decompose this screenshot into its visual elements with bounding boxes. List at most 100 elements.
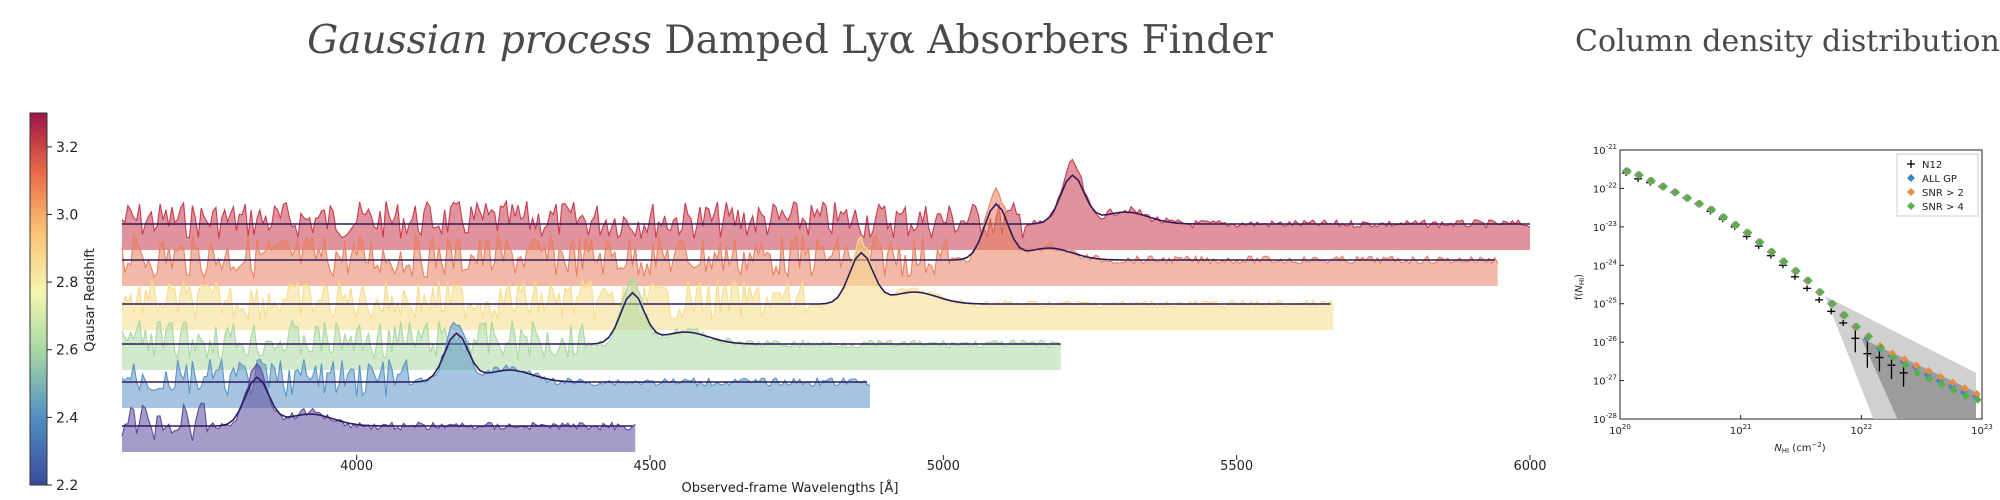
colorbar-tick-label: 3.0 (56, 207, 78, 223)
cdd-x-tick-label: 1020 (1609, 423, 1631, 437)
spectrum-5 (121, 362, 636, 452)
colorbar-tick-label: 2.8 (56, 275, 78, 291)
side-title: Column density distribution (1575, 24, 2000, 59)
spectra-x-label: Observed-frame Wavelengths [Å] (682, 480, 899, 496)
cdd-point (1792, 267, 1801, 276)
cdd-point (1708, 205, 1717, 214)
spectrum-fill (122, 236, 1334, 330)
cdd-point (1635, 170, 1644, 179)
spectrum-model (122, 174, 1530, 225)
spectrum-fill (122, 159, 1530, 250)
legend-label: ALL GP (1922, 174, 1957, 185)
colorbar-tick-label: 2.6 (56, 343, 78, 359)
legend-label: SNR > 4 (1922, 202, 1964, 213)
spectrum-fill (122, 277, 1061, 370)
cdd-point (1696, 199, 1705, 208)
spectrum-1 (121, 186, 1499, 286)
cdd-point (1949, 386, 1958, 395)
spectrum-fill (122, 187, 1498, 286)
cdd-band-inner (1861, 338, 1976, 419)
cdd-y-tick-label: 10-22 (1593, 181, 1617, 195)
spectrum-flux (121, 186, 1499, 279)
legend-marker (1907, 202, 1915, 210)
cdd-point (1936, 372, 1945, 381)
title-rest: Damped Lyα Absorbers Finder (651, 18, 1273, 63)
cdd-point (1732, 220, 1741, 229)
cdd-point (1912, 361, 1921, 370)
cdd-y-tick-label: 10-26 (1593, 335, 1618, 349)
cdd-point (1672, 188, 1680, 197)
x-tick-label: 5000 (927, 459, 960, 474)
cdd-y-tick-label: 10-27 (1593, 374, 1617, 388)
title-italic: Gaussian process (307, 18, 652, 63)
spectrum-flux (121, 158, 1531, 240)
spectrum-model (122, 332, 868, 383)
x-tick-label: 4500 (633, 459, 666, 474)
spectrum-model (122, 202, 1495, 261)
spectrum-flux (121, 321, 871, 397)
legend-marker (1907, 188, 1915, 196)
cdd-y-label: f(NHI) (1574, 274, 1586, 300)
cdd-point (1720, 213, 1729, 222)
spectrum-3 (121, 276, 1062, 370)
cdd-x-label: NHI (cm−2) (1774, 441, 1825, 455)
spectrum-4 (121, 321, 871, 408)
spectra-plot (121, 158, 1531, 452)
spectra-x-axis: Observed-frame Wavelengths [Å] 4000 4500 5… (340, 455, 1547, 496)
cdd-point (1937, 380, 1946, 389)
cdd-point (1913, 368, 1922, 377)
cdd-point (1972, 390, 1981, 399)
cdd-point (1659, 182, 1668, 191)
x-tick-label: 4000 (340, 459, 373, 474)
cdd-x-tick-label: 1022 (1851, 423, 1873, 437)
cdd-point (1960, 384, 1969, 393)
colorbar-tick-label: 2.4 (56, 410, 78, 426)
cdd-y-tick-label: 10-21 (1593, 143, 1617, 157)
legend-label: N12 (1922, 160, 1942, 171)
spectrum-model (122, 291, 1061, 345)
x-tick-label: 5500 (1220, 459, 1253, 474)
cdd-x-tick-label: 1023 (1971, 423, 1993, 437)
cdd-point (1961, 391, 1970, 400)
legend-marker (1907, 174, 1915, 182)
cdd-y-tick-label: 10-28 (1593, 412, 1617, 426)
cdd-point (1684, 194, 1693, 203)
cdd-point (1744, 228, 1753, 237)
cdd-point (1889, 353, 1898, 362)
cdd-y-tick-label: 10-25 (1593, 297, 1617, 311)
cdd-frame (1619, 149, 1983, 420)
spectrum-0 (121, 158, 1531, 250)
spectrum-model (122, 251, 1331, 305)
cdd-point (1948, 378, 1957, 387)
spectrum-fill (122, 322, 870, 408)
cdd-point (1865, 332, 1874, 341)
cdd-point (1853, 322, 1861, 331)
spectrum-2 (121, 235, 1334, 330)
cdd-point (1877, 343, 1886, 352)
legend-label: SNR > 2 (1922, 188, 1964, 199)
cdd-legend: N12 ALL GP SNR > 2 SNR > 4 (1896, 153, 1979, 217)
cdd-point (1768, 247, 1777, 256)
main-title: Gaussian process Damped Lyα Absorbers Fi… (0, 18, 1580, 63)
colorbar: Qausar Redshift 2.2 2.4 2.6 2.8 3.0 3.2 (29, 112, 98, 494)
cdd-point (1780, 257, 1789, 266)
cdd-point (1973, 395, 1982, 404)
cdd-plot: f(NHI) NHI (cm−2) N12 ALL GP SNR > 2 SNR > … (1574, 143, 1993, 455)
cdd-point (1816, 288, 1825, 297)
cdd-point (1900, 355, 1909, 364)
cdd-series-3 (1623, 167, 1982, 404)
cdd-point (1647, 176, 1656, 185)
spectrum-flux (121, 362, 636, 442)
cdd-point (1804, 276, 1813, 285)
x-tick-label: 6000 (1513, 459, 1546, 474)
colorbar-tick-label: 3.2 (56, 140, 78, 156)
colorbar-gradient (29, 112, 48, 486)
cdd-point (1901, 361, 1910, 370)
cdd-y-tick-label: 10-23 (1593, 220, 1617, 234)
cdd-point (1840, 311, 1849, 320)
cdd-point (1756, 238, 1765, 247)
cdd-point (1828, 299, 1837, 308)
cdd-y-tick-label: 10-24 (1593, 258, 1618, 272)
cdd-x-tick-label: 1021 (1730, 423, 1752, 437)
